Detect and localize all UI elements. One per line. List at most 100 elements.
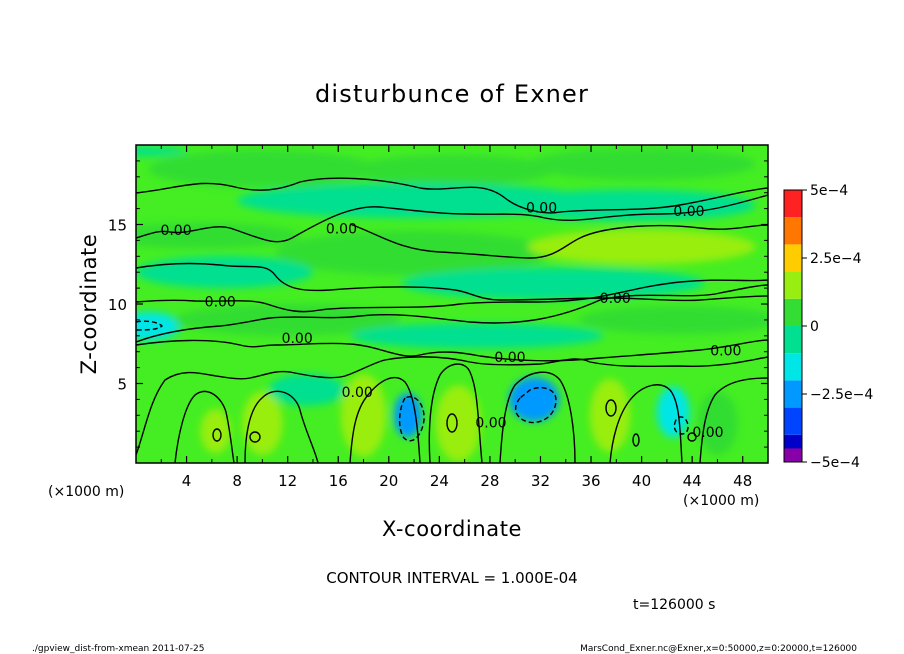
x-unit-left: (×1000 m) <box>48 484 124 500</box>
x-tick-label: 16 <box>329 472 348 490</box>
colorbar-segment <box>784 407 802 435</box>
contour-closed <box>605 399 617 417</box>
contour-line-negative <box>514 387 557 424</box>
y-tick-label: 5 <box>117 376 127 394</box>
colorbar-label: 5e−4 <box>810 183 848 199</box>
field-region <box>527 148 756 180</box>
contour-line <box>136 339 768 362</box>
field-region <box>393 393 422 438</box>
field-region <box>136 256 313 289</box>
y-tick-label: 10 <box>108 296 127 314</box>
contour-label: 0.00 <box>342 385 373 401</box>
contour-line <box>174 390 235 463</box>
y-tick-label: 15 <box>108 217 127 235</box>
contour-label: 0.00 <box>160 223 191 239</box>
field-region <box>435 385 482 462</box>
contour-label: 0.00 <box>475 415 506 431</box>
contour-labels: 0.00 0.00 0.00 0.00 0.00 0.00 0.00 0.00 0.00 0.00… <box>160 201 741 441</box>
field-region <box>275 230 554 276</box>
contour-closed <box>249 431 261 443</box>
contour-label: 0.00 <box>526 201 557 217</box>
field-region <box>136 222 301 249</box>
contour-closed <box>212 428 222 442</box>
y-axis: 5 10 15 <box>108 160 768 448</box>
x-tick-label: 28 <box>480 472 499 490</box>
field-region <box>578 305 768 335</box>
contour-line <box>136 194 768 243</box>
contour-line-negative <box>673 416 689 435</box>
x-axis-label: X-coordinate <box>382 517 522 541</box>
x-tick-label: 32 <box>531 472 550 490</box>
field-region <box>268 373 345 406</box>
field-region <box>350 323 604 349</box>
chart-title: disturbunce of Exner <box>315 80 589 108</box>
x-axis: 4 8 12 16 20 24 28 32 36 40 44 48 <box>160 145 752 490</box>
field-region <box>502 189 756 222</box>
contour-line <box>136 177 768 214</box>
field-region <box>697 391 738 456</box>
footer-right: MarsCond_Exner.nc@Exner,x=0:50000,z=0:20… <box>580 644 857 654</box>
contour-line <box>428 363 483 463</box>
contour-line <box>136 262 768 302</box>
contour-closed <box>687 432 697 442</box>
contour-interval-text: CONTOUR INTERVAL = 1.000E-04 <box>326 569 577 587</box>
colorbar-segment <box>784 244 802 272</box>
contour-label: 0.00 <box>282 331 313 347</box>
contour-lines <box>136 177 768 463</box>
field-region <box>656 386 690 438</box>
field-region <box>237 183 592 219</box>
contour-label: 0.00 <box>710 344 741 360</box>
colorbar-segment <box>784 217 802 245</box>
x-tick-label: 40 <box>632 472 651 490</box>
contour-line <box>349 223 768 259</box>
field-region <box>350 154 554 187</box>
contour-closed <box>446 413 458 433</box>
x-tick-label: 8 <box>232 472 242 490</box>
colorbar-segment <box>784 326 802 354</box>
colorbar-segment <box>784 298 802 326</box>
colorbar: 5e−4 2.5e−4 0 −2.5e−4 −5e−4 <box>783 183 873 471</box>
colorbar-segment <box>784 448 802 462</box>
contour-line <box>136 284 768 343</box>
field-region <box>200 408 231 454</box>
x-unit-right: (×1000 m) <box>683 493 759 509</box>
field-region <box>173 304 402 336</box>
contour-label: 0.00 <box>673 204 704 220</box>
contour-line <box>699 377 768 463</box>
x-tick-label: 44 <box>683 472 702 490</box>
contour-line <box>349 377 421 463</box>
contour-label: 0.00 <box>326 221 357 237</box>
colorbar-label: −2.5e−4 <box>810 387 873 403</box>
field-region <box>527 229 756 265</box>
field-region <box>136 311 181 341</box>
x-tick-label: 4 <box>182 472 192 490</box>
field-blobs <box>136 146 768 462</box>
contour-line <box>244 390 319 463</box>
x-tick-label: 48 <box>733 472 752 490</box>
field-region <box>508 377 560 422</box>
colorbar-segment <box>784 190 802 218</box>
footer-left: ./gpview_dist-from-xmean 2011-07-25 <box>32 644 204 654</box>
contour-label: 0.00 <box>600 291 631 307</box>
x-tick-label: 36 <box>581 472 600 490</box>
colorbar-segment <box>784 271 802 299</box>
colorbar-segment <box>784 353 802 381</box>
field-layer: 0.00 0.00 0.00 0.00 0.00 0.00 0.00 0.00 0.00 0.00… <box>136 145 768 463</box>
field-region <box>242 391 283 456</box>
time-text: t=126000 s <box>633 597 715 613</box>
contour-line <box>499 371 576 463</box>
field-region <box>148 149 377 188</box>
colorbar-label: −5e−4 <box>810 455 860 471</box>
y-axis-label: Z-coordinate <box>77 234 101 375</box>
x-tick-label: 20 <box>379 472 398 490</box>
contour-label: 0.00 <box>205 294 236 310</box>
field-region <box>401 267 705 300</box>
field-region <box>136 146 187 157</box>
contour-label: 0.00 <box>494 350 525 366</box>
colorbar-label: 2.5e−4 <box>810 251 862 267</box>
contour-line <box>136 356 768 456</box>
contour-line-negative <box>136 320 163 331</box>
colorbar-label: 0 <box>810 319 819 335</box>
